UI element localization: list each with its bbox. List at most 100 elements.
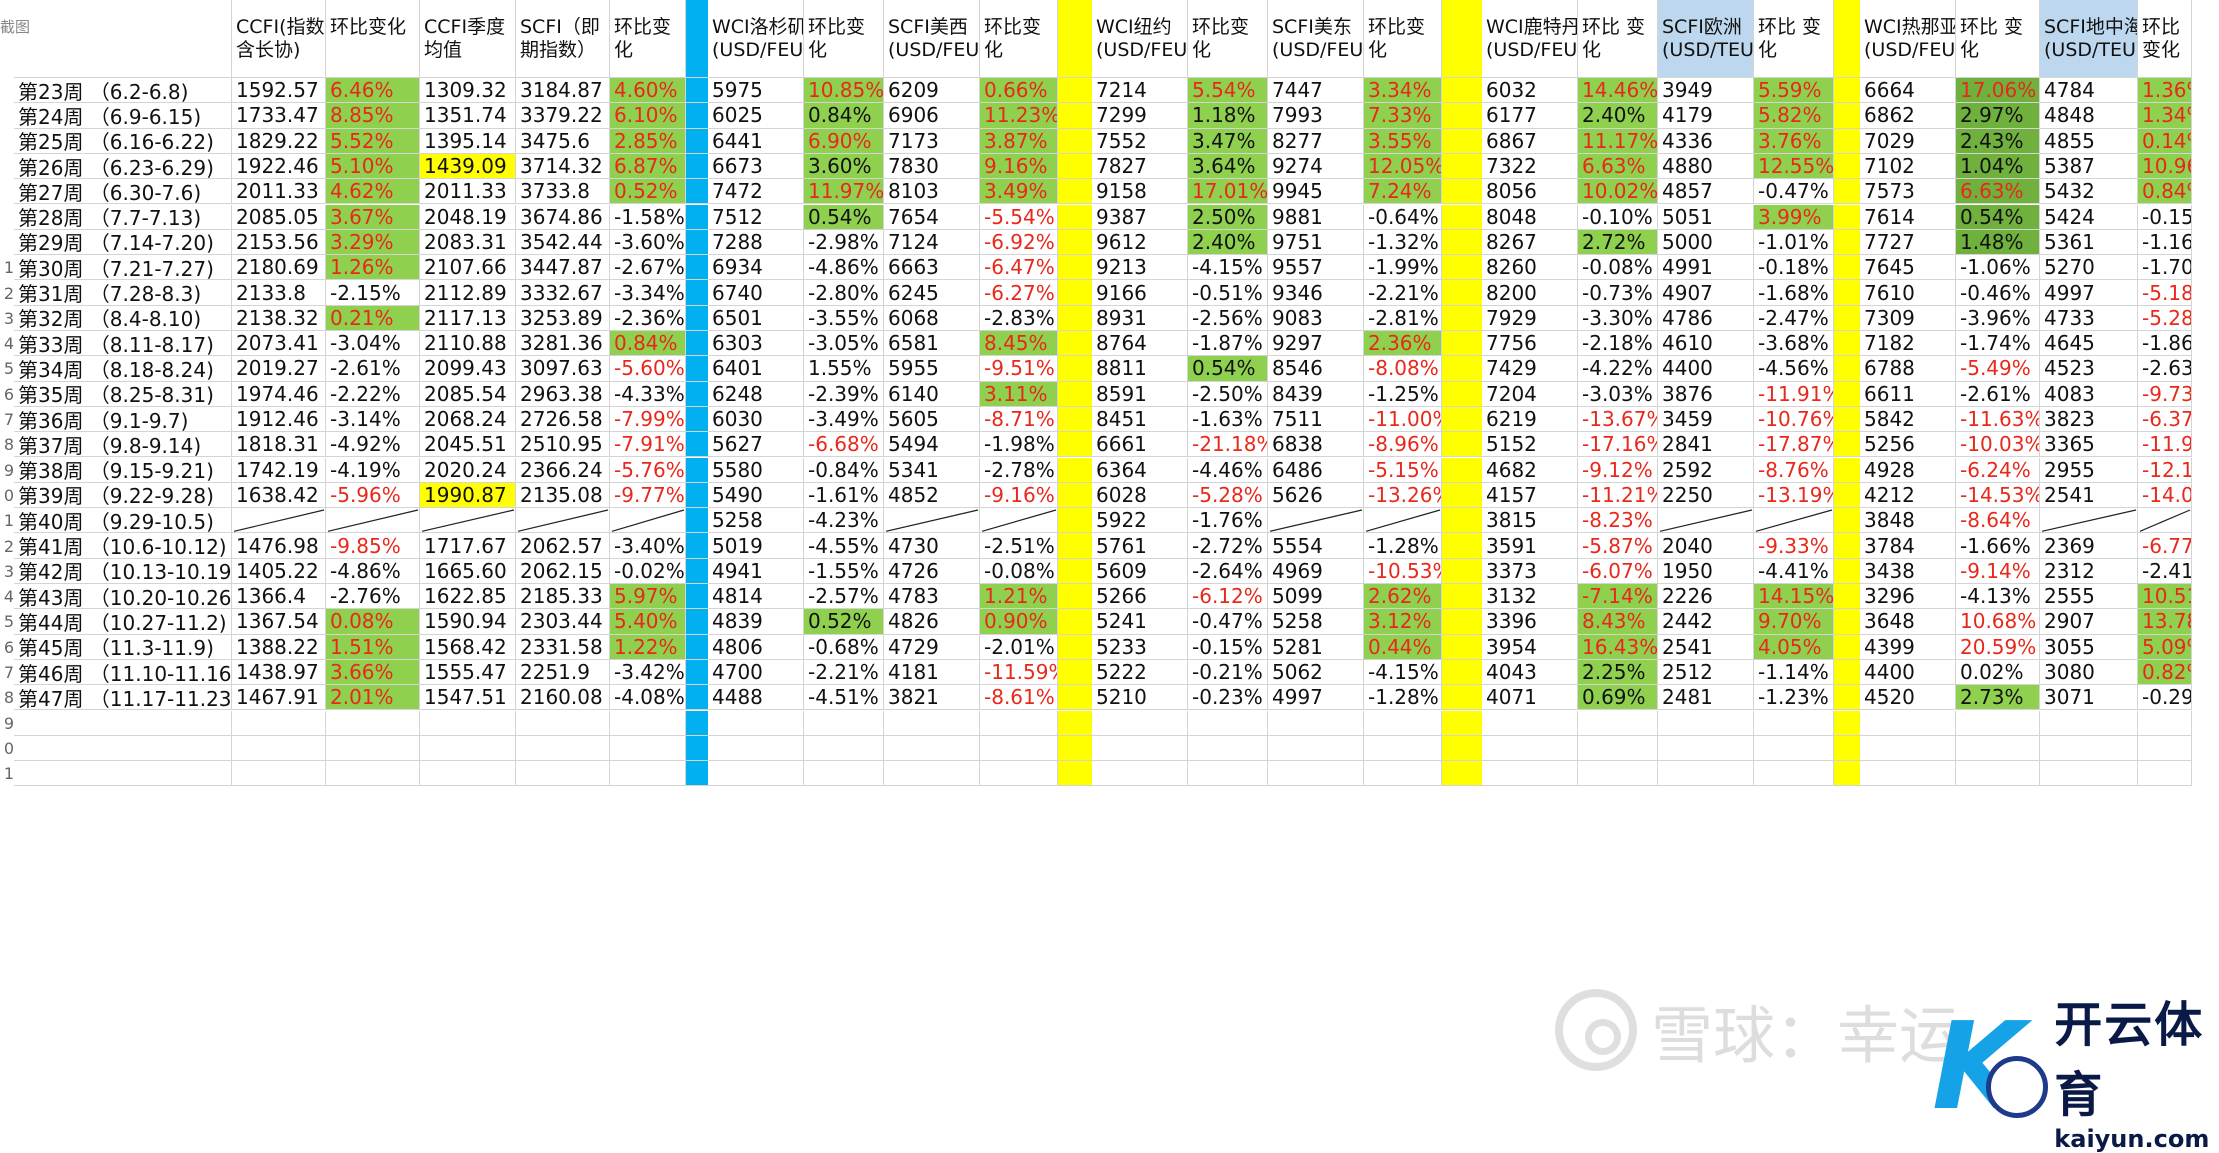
table-cell[interactable]: 9945 bbox=[1268, 179, 1364, 205]
table-cell[interactable]: 1638.42 bbox=[232, 482, 326, 509]
table-cell[interactable] bbox=[1058, 204, 1092, 230]
table-cell[interactable] bbox=[1058, 255, 1092, 281]
table-cell[interactable]: 6862 bbox=[1860, 103, 1956, 129]
table-cell[interactable]: 3438 bbox=[1860, 558, 1956, 584]
week-label-cell[interactable]: 第25周 （6.16-6.22) bbox=[14, 128, 232, 154]
table-cell[interactable]: -0.23% bbox=[1188, 685, 1268, 711]
table-cell[interactable]: -2.61% bbox=[1956, 381, 2040, 407]
table-cell[interactable]: 5626 bbox=[1268, 482, 1364, 509]
table-cell[interactable]: 4488 bbox=[708, 685, 804, 711]
table-cell[interactable]: 9297 bbox=[1268, 331, 1364, 357]
table-cell[interactable]: 4729 bbox=[884, 634, 980, 660]
table-cell[interactable]: -1.76% bbox=[1188, 508, 1268, 534]
table-cell[interactable]: 5605 bbox=[884, 406, 980, 433]
table-cell[interactable]: 4806 bbox=[708, 634, 804, 660]
row-number[interactable]: 7 bbox=[3, 410, 14, 430]
table-cell[interactable] bbox=[1268, 508, 1364, 534]
table-cell[interactable]: 11.23% bbox=[980, 103, 1058, 129]
table-cell[interactable]: -2.81% bbox=[1364, 305, 1442, 331]
table-cell[interactable] bbox=[1442, 229, 1482, 256]
table-cell[interactable] bbox=[686, 179, 708, 205]
table-cell[interactable]: -8.76% bbox=[1754, 457, 1834, 483]
table-cell[interactable] bbox=[686, 153, 708, 180]
table-cell[interactable]: 8200 bbox=[1482, 280, 1578, 306]
table-cell[interactable]: 2085.54 bbox=[420, 381, 516, 407]
table-cell[interactable]: 2068.24 bbox=[420, 406, 516, 433]
table-cell[interactable]: 4826 bbox=[884, 609, 980, 635]
table-cell[interactable]: 3281.36 bbox=[516, 331, 610, 357]
table-cell[interactable]: 7993 bbox=[1268, 103, 1364, 129]
table-cell[interactable]: 9166 bbox=[1092, 280, 1188, 306]
table-cell[interactable]: 9751 bbox=[1268, 229, 1364, 256]
table-cell[interactable]: 5361 bbox=[2040, 229, 2138, 256]
table-cell[interactable]: -5.96% bbox=[326, 482, 420, 509]
table-cell[interactable]: 4941 bbox=[708, 558, 804, 584]
column-header[interactable]: SCFI地中海(USD/TEU) bbox=[2040, 0, 2138, 78]
table-cell[interactable]: 2331.58 bbox=[516, 634, 610, 660]
table-cell[interactable]: 6025 bbox=[708, 103, 804, 129]
column-header[interactable]: WCI洛杉矶(USD/FEU) bbox=[708, 0, 804, 78]
table-cell[interactable]: -1.66% bbox=[1956, 533, 2040, 559]
table-cell[interactable] bbox=[2040, 710, 2138, 736]
table-cell[interactable] bbox=[1860, 761, 1956, 787]
table-cell[interactable] bbox=[1058, 103, 1092, 129]
table-cell[interactable]: 3.64% bbox=[1188, 153, 1268, 180]
table-cell[interactable] bbox=[1442, 406, 1482, 433]
table-cell[interactable] bbox=[804, 710, 884, 736]
table-cell[interactable]: -2.76% bbox=[326, 584, 420, 610]
table-cell[interactable] bbox=[326, 508, 420, 534]
table-cell[interactable]: 0.84% bbox=[2138, 179, 2192, 205]
table-cell[interactable]: 7929 bbox=[1482, 305, 1578, 331]
table-cell[interactable]: -0.15% bbox=[2138, 204, 2192, 230]
table-cell[interactable]: 9.16% bbox=[980, 153, 1058, 180]
week-label-cell[interactable]: 第36周 （9.1-9.7) bbox=[14, 406, 232, 433]
table-cell[interactable]: 6441 bbox=[708, 128, 804, 154]
table-cell[interactable]: 1912.46 bbox=[232, 406, 326, 433]
table-cell[interactable]: -4.51% bbox=[804, 685, 884, 711]
column-header[interactable]: SCFI欧洲(USD/TEU) bbox=[1658, 0, 1754, 78]
table-cell[interactable] bbox=[686, 432, 708, 458]
table-cell[interactable] bbox=[1058, 406, 1092, 433]
table-cell[interactable]: 1.26% bbox=[326, 255, 420, 281]
table-cell[interactable]: 2841 bbox=[1658, 432, 1754, 458]
column-header[interactable]: SCFI美东(USD/FEU) bbox=[1268, 0, 1364, 78]
table-cell[interactable]: 2180.69 bbox=[232, 255, 326, 281]
table-cell[interactable]: 2.40% bbox=[1188, 229, 1268, 256]
table-cell[interactable]: 7429 bbox=[1482, 356, 1578, 382]
table-cell[interactable]: 3296 bbox=[1860, 584, 1956, 610]
table-cell[interactable]: 8.85% bbox=[326, 103, 420, 129]
table-cell[interactable]: 6248 bbox=[708, 381, 804, 407]
table-cell[interactable]: 5.82% bbox=[1754, 103, 1834, 129]
column-header[interactable]: 环比变化 bbox=[2138, 0, 2192, 78]
table-cell[interactable]: 17.06% bbox=[1956, 78, 2040, 104]
table-cell[interactable]: 1622.85 bbox=[420, 584, 516, 610]
table-cell[interactable] bbox=[1442, 533, 1482, 559]
table-cell[interactable] bbox=[610, 735, 686, 762]
table-cell[interactable]: -2.80% bbox=[804, 280, 884, 306]
table-cell[interactable] bbox=[1860, 735, 1956, 762]
table-cell[interactable]: 8260 bbox=[1482, 255, 1578, 281]
table-cell[interactable]: -1.99% bbox=[1364, 255, 1442, 281]
table-cell[interactable]: 0.82% bbox=[2138, 659, 2192, 686]
table-cell[interactable] bbox=[686, 761, 708, 787]
table-cell[interactable] bbox=[804, 761, 884, 787]
table-cell[interactable]: 5975 bbox=[708, 78, 804, 104]
table-cell[interactable] bbox=[1442, 584, 1482, 610]
table-cell[interactable]: -0.51% bbox=[1188, 280, 1268, 306]
table-cell[interactable]: -0.29% bbox=[2138, 685, 2192, 711]
table-cell[interactable]: -2.64% bbox=[1188, 558, 1268, 584]
table-cell[interactable]: 5761 bbox=[1092, 533, 1188, 559]
table-cell[interactable]: 8439 bbox=[1268, 381, 1364, 407]
table-cell[interactable]: 1367.54 bbox=[232, 609, 326, 635]
table-cell[interactable]: 5019 bbox=[708, 533, 804, 559]
table-cell[interactable]: 2045.51 bbox=[420, 432, 516, 458]
table-cell[interactable]: 3080 bbox=[2040, 659, 2138, 686]
table-cell[interactable]: 5210 bbox=[1092, 685, 1188, 711]
table-cell[interactable] bbox=[1834, 685, 1860, 711]
table-cell[interactable]: 6.46% bbox=[326, 78, 420, 104]
column-header[interactable]: 环比 变化 bbox=[1578, 0, 1658, 78]
table-cell[interactable] bbox=[980, 508, 1058, 534]
column-header[interactable]: 环比变化 bbox=[804, 0, 884, 78]
table-cell[interactable] bbox=[1364, 761, 1442, 787]
table-cell[interactable] bbox=[1834, 255, 1860, 281]
